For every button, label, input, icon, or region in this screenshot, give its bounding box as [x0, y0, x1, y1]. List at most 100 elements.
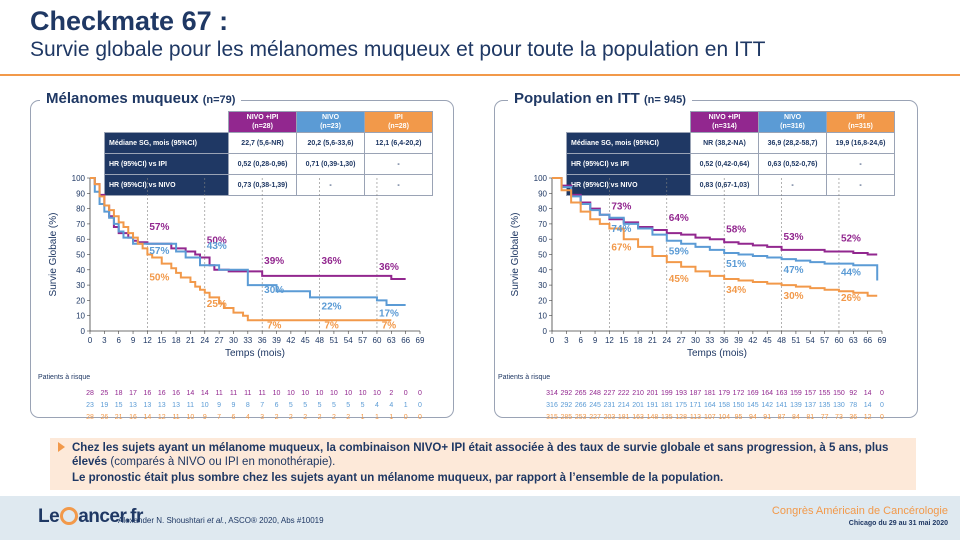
- y-tick-label: 70: [76, 220, 85, 229]
- risk-count: 7: [217, 414, 222, 421]
- risk-count: 10: [200, 402, 209, 409]
- risk-count: 150: [732, 402, 745, 409]
- risk-count: 11: [186, 402, 195, 409]
- risk-count: 181: [660, 402, 673, 409]
- x-tick-label: 57: [358, 336, 367, 345]
- risk-count: 36: [849, 414, 858, 421]
- y-tick-label: 60: [76, 235, 85, 244]
- survival-label: 7%: [382, 320, 397, 331]
- y-tick-label: 100: [534, 174, 548, 183]
- x-tick-label: 45: [763, 336, 772, 345]
- risk-count: 3: [260, 414, 265, 421]
- risk-count: 87: [777, 414, 786, 421]
- risk-title-mucosal: Patients à risque: [38, 374, 91, 381]
- risk-count: 13: [129, 402, 137, 409]
- x-tick-label: 48: [315, 336, 324, 345]
- conclusion-bold: Chez les sujets ayant un mélanome muqueu…: [72, 442, 889, 468]
- panel-title-itt: Population en ITT (n= 945): [508, 90, 692, 107]
- survival-label: 43%: [207, 241, 227, 252]
- risk-count: 148: [646, 414, 659, 421]
- x-tick-label: 60: [373, 336, 382, 345]
- reference-etal: et al.: [206, 516, 225, 525]
- risk-count: 0: [418, 390, 422, 397]
- x-tick-label: 30: [229, 336, 238, 345]
- risk-count: 11: [229, 390, 238, 397]
- reference-authors: Alexander N. Shoushtari: [118, 516, 207, 525]
- table-cell: -: [364, 174, 433, 196]
- survival-label: 50%: [207, 236, 227, 247]
- risk-count: 28: [86, 390, 94, 397]
- survival-label: 36%: [322, 256, 342, 267]
- risk-count: 11: [172, 414, 180, 421]
- risk-count: 10: [272, 390, 281, 397]
- risk-count: 28: [86, 414, 94, 421]
- panel-heading-n: (n=79): [202, 94, 236, 106]
- risk-count: 1: [375, 414, 379, 421]
- table-row: HR (95%CI) vs NIVO 0,83 (0,67-1,03) - -: [566, 174, 895, 196]
- table-row-label: HR (95%CI) vs NIVO: [566, 174, 691, 196]
- survival-label: 36%: [379, 262, 399, 273]
- risk-count: 16: [129, 414, 137, 421]
- reference: Alexander N. Shoushtari et al., ASCO® 20…: [118, 516, 324, 525]
- risk-count: 14: [143, 414, 152, 421]
- lecancer-logo: Le ancer.fr: [38, 506, 143, 528]
- survival-label: 7%: [324, 320, 339, 331]
- risk-count: 285: [560, 414, 573, 421]
- x-tick-label: 51: [329, 336, 338, 345]
- risk-count: 18: [114, 390, 123, 397]
- stats-table-itt: NIVO +IPI (n=314) NIVO (n=316) IPI (n=315) Méd…: [566, 111, 895, 196]
- slide-title: Checkmate 67 :: [30, 6, 229, 36]
- risk-count: 135: [660, 414, 673, 421]
- panel-itt: [494, 100, 918, 418]
- risk-count: 13: [143, 402, 152, 409]
- survival-label: 30%: [264, 285, 284, 296]
- survival-label: 74%: [611, 224, 631, 235]
- risk-count: 16: [143, 390, 152, 397]
- risk-count: 266: [574, 402, 587, 409]
- x-tick-label: 42: [748, 336, 757, 345]
- y-tick-label: 30: [538, 281, 547, 290]
- risk-count: 139: [790, 402, 802, 409]
- x-tick-label: 27: [677, 336, 686, 345]
- risk-count: 210: [632, 390, 644, 397]
- table-col-header: NIVO +IPI (n=28): [228, 111, 297, 133]
- risk-count: 0: [418, 402, 422, 409]
- x-tick-label: 36: [720, 336, 729, 345]
- x-tick-label: 39: [272, 336, 281, 345]
- x-tick-label: 15: [619, 336, 628, 345]
- risk-count: 12: [863, 414, 872, 421]
- risk-count: 11: [244, 390, 252, 397]
- risk-count: 130: [833, 402, 845, 409]
- table-row-label: HR (95%CI) vs IPI: [104, 153, 229, 175]
- risk-count: 158: [718, 402, 731, 409]
- survival-label: 53%: [784, 232, 804, 243]
- risk-count: 13: [157, 402, 166, 409]
- x-tick-label: 51: [791, 336, 800, 345]
- risk-count: 14: [200, 390, 209, 397]
- risk-count: 0: [418, 414, 422, 421]
- risk-count: 104: [718, 414, 731, 421]
- table-cell: 19,9 (16,8-24,6): [826, 132, 895, 154]
- risk-count: 2: [317, 414, 322, 421]
- y-axis-label: Survie Globale (%): [510, 213, 521, 297]
- y-tick-label: 100: [72, 174, 86, 183]
- conclusion-normal: (comparés à NIVO ou IPI en monothérapie)…: [107, 456, 336, 468]
- risk-count: 163: [632, 414, 644, 421]
- footer-band: [0, 496, 960, 540]
- x-tick-label: 54: [344, 336, 353, 345]
- survival-label: 57%: [149, 222, 169, 233]
- x-tick-label: 60: [835, 336, 844, 345]
- survival-curve-nivoipi: [90, 177, 406, 280]
- risk-count: 0: [880, 402, 884, 409]
- x-tick-label: 69: [416, 336, 425, 345]
- risk-count: 6: [274, 402, 279, 409]
- y-tick-label: 30: [76, 281, 85, 290]
- risk-count: 81: [806, 414, 815, 421]
- x-tick-label: 42: [286, 336, 295, 345]
- survival-label: 58%: [726, 224, 746, 235]
- y-tick-label: 20: [538, 296, 547, 305]
- risk-count: 222: [617, 390, 630, 397]
- y-tick-label: 50: [538, 251, 547, 260]
- risk-count: 159: [790, 390, 802, 397]
